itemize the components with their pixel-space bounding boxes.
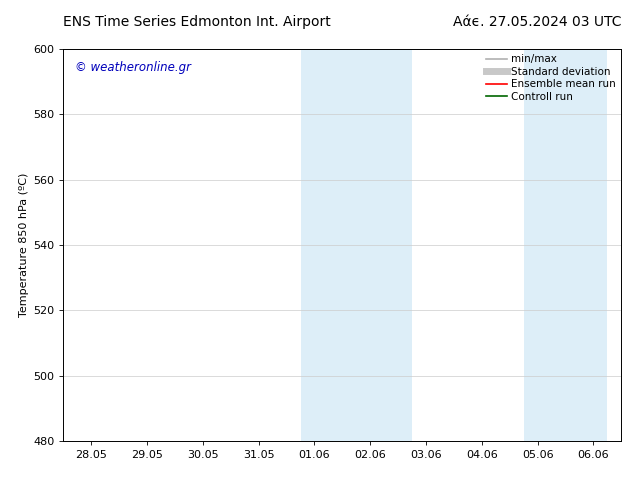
Bar	[301, 49, 412, 441]
Bar	[524, 49, 607, 441]
Text: Αάϵ. 27.05.2024 03 UTC: Αάϵ. 27.05.2024 03 UTC	[453, 15, 621, 29]
Y-axis label: Temperature 850 hPa (ºC): Temperature 850 hPa (ºC)	[19, 173, 29, 317]
Text: © weatheronline.gr: © weatheronline.gr	[75, 61, 191, 74]
Legend: min/max, Standard deviation, Ensemble mean run, Controll run: min/max, Standard deviation, Ensemble me…	[486, 54, 616, 102]
Text: ENS Time Series Edmonton Int. Airport: ENS Time Series Edmonton Int. Airport	[63, 15, 331, 29]
